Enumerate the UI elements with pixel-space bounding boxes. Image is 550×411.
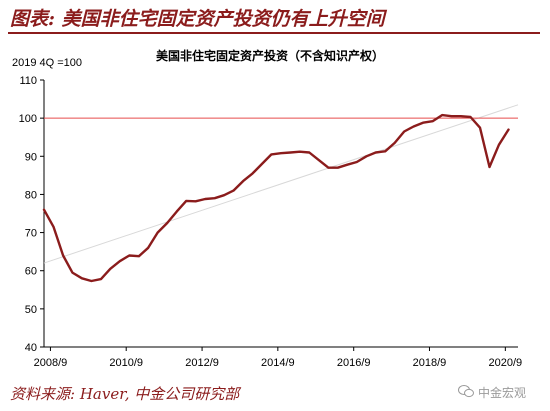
y-tick-label: 50 [25,304,37,316]
y-tick-label: 110 [19,75,37,87]
y-tick-label: 90 [25,151,37,163]
x-tick-label: 2020/9 [489,357,523,369]
y-tick-label: 80 [25,189,37,201]
watermark: 中金宏观 [478,386,527,400]
x-tick-label: 2010/9 [109,357,143,369]
y-tick-label: 70 [25,228,37,240]
y-tick-label: 40 [25,342,37,354]
source-note: 资料来源: Haver, 中金公司研究部 [10,385,240,403]
wechat-icon [458,385,474,398]
y-axis-unit-label: 2019 4Q =100 [12,57,82,69]
y-tick-label: 100 [19,113,37,125]
x-tick-label: 2016/9 [337,357,371,369]
x-tick-label: 2018/9 [413,357,447,369]
chart-title: 美国非住宅固定资产投资（不含知识产权） [156,48,384,63]
y-tick-label: 60 [25,266,37,278]
trend-line [43,104,519,264]
figure-title: 图表: 美国非住宅固定资产投资仍有上升空间 [10,8,385,30]
x-tick-label: 2014/9 [261,357,295,369]
title-divider [8,32,540,34]
x-tick-label: 2008/9 [34,357,68,369]
x-tick-label: 2012/9 [185,357,219,369]
series-line-investment-index [42,113,510,283]
